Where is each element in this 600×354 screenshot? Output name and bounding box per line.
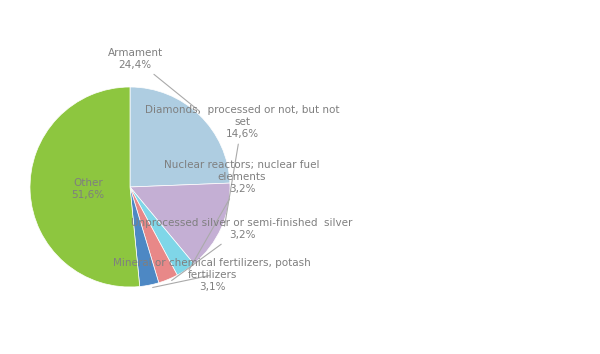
Wedge shape — [130, 183, 230, 264]
Wedge shape — [130, 187, 194, 275]
Text: Unprocessed silver or semi-finished  silver
3,2%: Unprocessed silver or semi-finished silv… — [131, 218, 353, 280]
Text: Other
51,6%: Other 51,6% — [71, 178, 104, 200]
Text: Nuclear reactors; nuclear fuel
elements
3,2%: Nuclear reactors; nuclear fuel elements … — [164, 160, 320, 270]
Wedge shape — [130, 187, 178, 283]
Wedge shape — [130, 87, 230, 187]
Text: Mineral or chemical fertilizers, potash
fertilizers
3,1%: Mineral or chemical fertilizers, potash … — [113, 258, 311, 292]
Text: Armament
24,4%: Armament 24,4% — [107, 48, 199, 111]
Text: Diamonds,  processed or not, but not
set
14,6%: Diamonds, processed or not, but not set … — [145, 105, 339, 226]
Wedge shape — [130, 187, 159, 286]
Wedge shape — [30, 87, 140, 287]
